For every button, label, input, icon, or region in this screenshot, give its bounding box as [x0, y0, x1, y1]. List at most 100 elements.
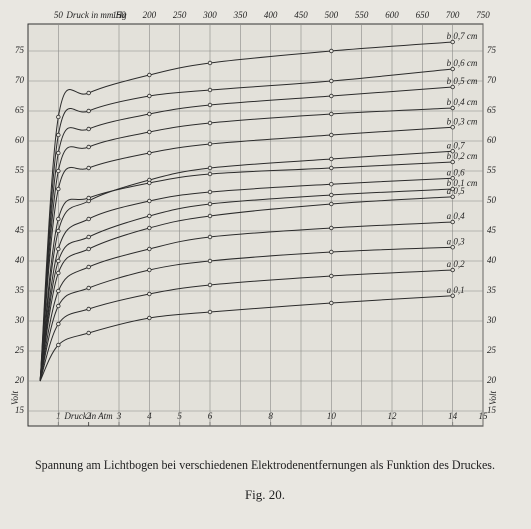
point	[86, 234, 91, 240]
point	[147, 150, 152, 156]
point	[450, 175, 455, 181]
curve	[39, 177, 453, 382]
point	[147, 198, 152, 204]
y-tick-label-right: 15	[487, 405, 497, 415]
point	[56, 258, 61, 264]
curve-label: a 0,4	[447, 211, 466, 221]
point	[207, 258, 213, 264]
curve-label: a 0,2	[447, 259, 466, 269]
point	[207, 171, 213, 177]
point	[450, 66, 455, 72]
y-tick-label-right: 60	[487, 135, 497, 145]
point	[329, 156, 334, 162]
x2-axis-title: Druck in mm Hg	[65, 10, 127, 20]
point	[56, 270, 61, 276]
x2-tick-label: 550	[355, 10, 369, 20]
point	[86, 246, 91, 252]
point	[207, 165, 213, 171]
point	[450, 39, 455, 45]
point	[147, 246, 152, 252]
y-tick-label: 65	[15, 105, 25, 115]
curve-label: a 0,5	[447, 186, 466, 196]
point	[86, 126, 91, 132]
x-axis-title: Druck in Atm	[63, 411, 113, 421]
curve-label: a 0,6	[447, 167, 466, 177]
point	[329, 300, 334, 306]
point	[86, 165, 91, 171]
y-axis-title-right: Volt	[488, 391, 498, 406]
point	[147, 72, 152, 78]
y-tick-label-right: 55	[487, 165, 497, 175]
y-tick-label: 50	[15, 195, 25, 205]
point	[86, 195, 91, 201]
point	[329, 249, 334, 255]
x2-tick-label: 700	[446, 10, 460, 20]
y-tick-label: 70	[15, 75, 25, 85]
point	[86, 306, 91, 312]
y-tick-label: 15	[15, 405, 25, 415]
point	[56, 303, 61, 309]
point	[207, 234, 213, 240]
point	[329, 78, 334, 84]
point	[207, 309, 213, 315]
point	[450, 219, 455, 225]
point	[450, 159, 455, 165]
point	[56, 216, 61, 222]
x2-tick-label: 650	[416, 10, 430, 20]
x2-tick-label: 750	[476, 10, 490, 20]
point	[329, 273, 334, 279]
point	[56, 168, 61, 174]
x2-tick-label: 600	[385, 10, 399, 20]
point	[147, 180, 152, 186]
point	[207, 282, 213, 288]
y-tick-label-right: 75	[487, 45, 497, 55]
point	[329, 132, 334, 138]
point	[56, 342, 61, 348]
curve-label: b 0,1 cm	[447, 178, 478, 188]
x2-tick-label: 200	[143, 10, 157, 20]
point	[56, 246, 61, 252]
x-tick-label: 2	[86, 411, 91, 421]
curve-label: a 0,1	[447, 285, 465, 295]
point	[329, 48, 334, 54]
point	[86, 90, 91, 96]
point	[147, 267, 152, 273]
point	[147, 111, 152, 117]
y-tick-label: 60	[15, 135, 25, 145]
y-tick-label-right: 45	[487, 225, 497, 235]
x2-tick-label: 250	[173, 10, 187, 20]
y-tick-label: 55	[15, 165, 25, 175]
point	[86, 144, 91, 150]
point	[207, 120, 213, 126]
point	[86, 108, 91, 114]
curve-label: a 0,7	[447, 140, 466, 150]
x2-tick-label: 400	[264, 10, 278, 20]
point	[207, 87, 213, 93]
y-tick-label-right: 70	[487, 75, 497, 85]
y-tick-label-right: 25	[487, 345, 497, 355]
point	[56, 132, 61, 138]
point	[86, 216, 91, 222]
x2-tick-label: 50	[54, 10, 64, 20]
point	[56, 150, 61, 156]
y-tick-label: 45	[15, 225, 25, 235]
point	[329, 111, 334, 117]
point	[207, 189, 213, 195]
point	[147, 225, 152, 231]
y-tick-label: 40	[15, 255, 25, 265]
point	[147, 129, 152, 135]
point	[450, 84, 455, 90]
point	[329, 225, 334, 231]
x2-tick-label: 450	[294, 10, 308, 20]
point	[56, 321, 61, 327]
y-tick-label: 75	[15, 45, 25, 55]
x2-tick-label: 300	[202, 10, 217, 20]
point	[207, 201, 213, 207]
x2-tick-label: 350	[233, 10, 248, 20]
point	[86, 330, 91, 336]
point	[56, 114, 61, 120]
curve-label: b 0,7 cm	[447, 31, 478, 41]
point	[147, 291, 152, 297]
point	[329, 192, 334, 198]
